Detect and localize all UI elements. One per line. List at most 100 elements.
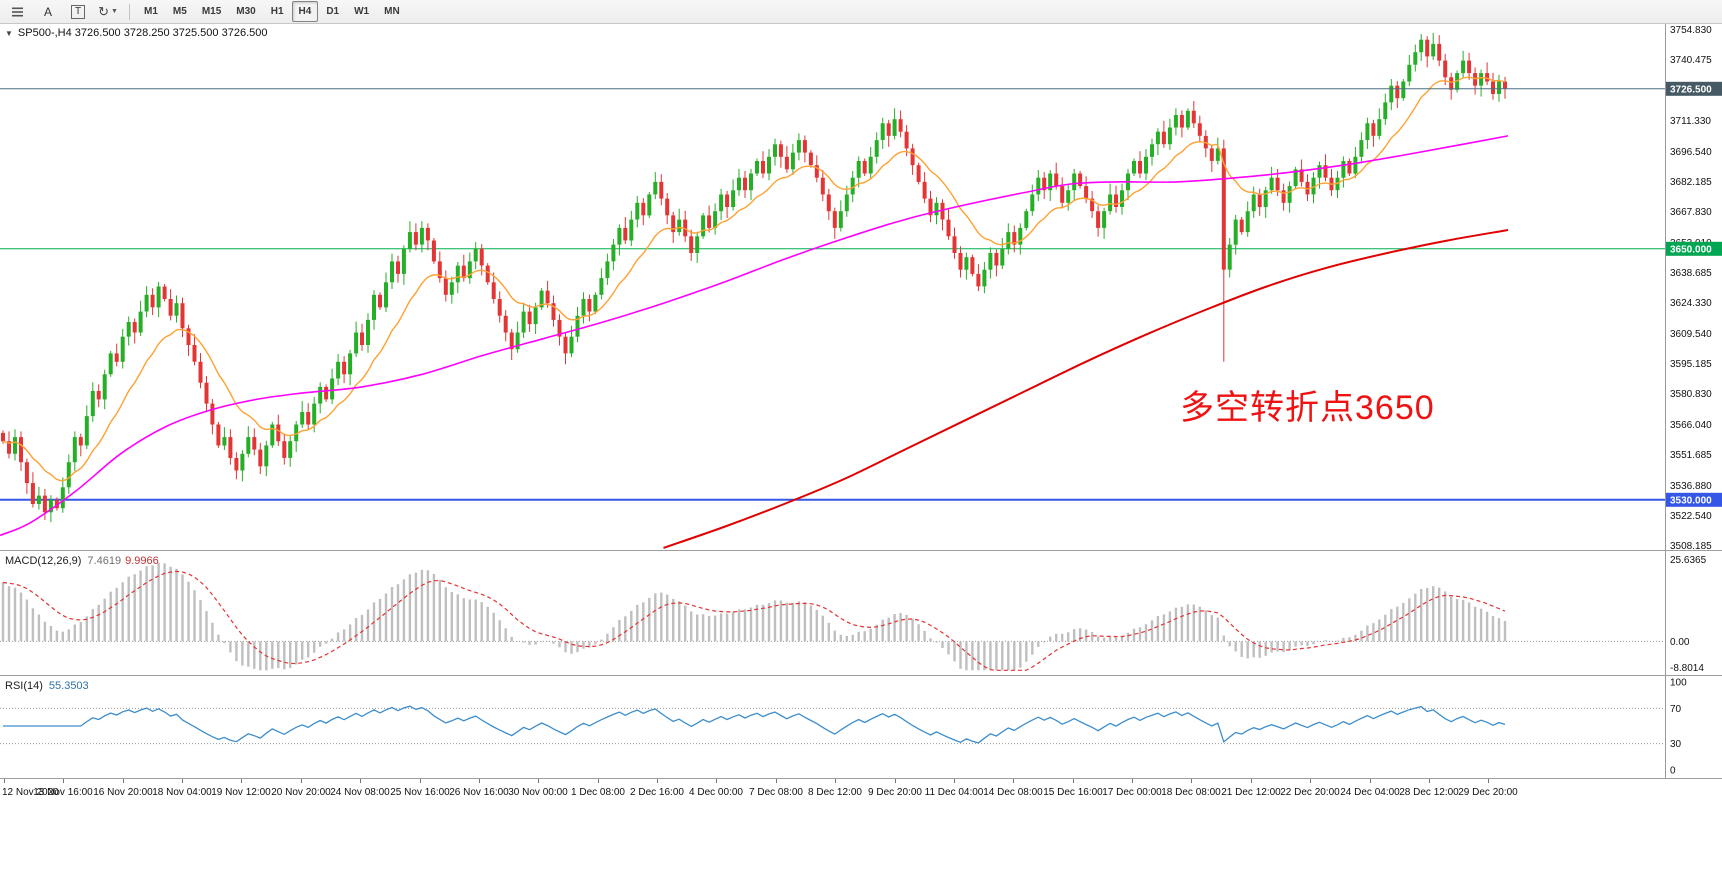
ma-orange-line	[2, 76, 1506, 482]
time-tick	[835, 779, 836, 783]
time-axis-label: 24 Nov 08:00	[330, 787, 390, 798]
timeframe-mn-button[interactable]: MN	[384, 6, 400, 17]
svg-text:3508.185: 3508.185	[1670, 541, 1712, 550]
svg-text:70: 70	[1670, 704, 1682, 715]
ma-magenta-line	[0, 135, 1509, 537]
macd-chart[interactable]: 25.6365 0.00 -8.8014	[0, 551, 1722, 675]
price-chart-panel[interactable]: 3754.830 3740.475 3711.330 3696.540 3682.185…	[0, 24, 1722, 550]
time-tick	[182, 779, 183, 783]
time-tick	[4, 779, 5, 783]
rsi-value: 55.3503	[48, 680, 89, 692]
svg-text:3754.830: 3754.830	[1670, 25, 1712, 36]
time-tick	[776, 779, 777, 783]
time-axis[interactable]: 12 Nov 2020 13 Nov 16:00 16 Nov 20:00 18 No…	[0, 778, 1722, 811]
time-axis-label: 4 Dec 00:00	[689, 787, 743, 798]
time-axis-label: 8 Dec 12:00	[808, 787, 862, 798]
time-tick	[360, 779, 361, 783]
time-axis-label: 17 Dec 00:00	[1102, 787, 1162, 798]
time-tick	[1310, 779, 1311, 783]
chart-list-icon[interactable]	[4, 1, 32, 22]
time-axis-label: 22 Dec 20:00	[1280, 787, 1340, 798]
time-axis-label: 20 Nov 20:00	[271, 787, 331, 798]
timeframe-d1-button[interactable]: D1	[326, 6, 340, 17]
time-axis-label: 16 Nov 20:00	[93, 787, 153, 798]
svg-text:25.6365: 25.6365	[1670, 555, 1707, 566]
ma-red-line	[663, 229, 1509, 549]
timeframe-h1-button[interactable]: H1	[270, 6, 284, 17]
textbox-tool-button[interactable]: T	[64, 1, 92, 22]
svg-text:3638.685: 3638.685	[1670, 268, 1712, 279]
toolbar: A T ↻ ▼ M1 M5 M15 M30 H1 H4 D1 W1 MN	[0, 0, 1722, 24]
rsi-panel[interactable]: 100 70 30 0 RSI(14) 55.3503	[0, 675, 1722, 778]
time-tick	[1251, 779, 1252, 783]
text-tool-button[interactable]: A	[34, 1, 62, 22]
list-icon	[12, 7, 23, 16]
time-tick	[301, 779, 302, 783]
rsi-chart[interactable]: 100 70 30 0	[0, 676, 1722, 778]
svg-text:3536.880: 3536.880	[1670, 481, 1712, 492]
time-axis-label: 11 Dec 04:00	[924, 787, 984, 798]
time-tick	[538, 779, 539, 783]
timeframe-m30-button[interactable]: M30	[236, 6, 256, 17]
time-tick	[241, 779, 242, 783]
svg-text:100: 100	[1670, 678, 1687, 689]
timeframe-m1-button[interactable]: M1	[144, 6, 158, 17]
horizontal-lines	[0, 248, 1665, 501]
macd-signal-line	[2, 570, 1506, 671]
svg-text:3624.330: 3624.330	[1670, 298, 1712, 309]
symbol-ohlc-line: ▼ SP500-,H4 3726.500 3728.250 3725.500 3…	[5, 27, 267, 39]
candles	[1, 33, 1507, 523]
timeframe-h4-button[interactable]: H4	[291, 1, 319, 22]
svg-text:3609.540: 3609.540	[1670, 329, 1712, 340]
timeframe-w1-button[interactable]: W1	[354, 6, 370, 17]
chevron-down-icon: ▼	[110, 8, 118, 15]
svg-text:3696.540: 3696.540	[1670, 147, 1712, 158]
time-tick	[598, 779, 599, 783]
macd-signal-value: 9.9966	[125, 555, 159, 567]
time-tick	[1073, 779, 1074, 783]
svg-text:3726.500: 3726.500	[1670, 84, 1712, 95]
time-tick	[1132, 779, 1133, 783]
macd-panel[interactable]: 25.6365 0.00 -8.8014 MACD(12,26,9) 7.4619 9.…	[0, 550, 1722, 675]
time-axis-label: 24 Dec 04:00	[1340, 787, 1400, 798]
time-tick	[1429, 779, 1430, 783]
svg-text:3682.185: 3682.185	[1670, 177, 1712, 188]
time-tick	[895, 779, 896, 783]
svg-text:3740.475: 3740.475	[1670, 55, 1712, 66]
svg-text:30: 30	[1670, 739, 1682, 750]
svg-text:0.00: 0.00	[1670, 637, 1690, 648]
textbox-tool-label: T	[70, 4, 86, 19]
svg-text:0: 0	[1670, 766, 1676, 777]
moving-averages	[0, 76, 1509, 549]
time-tick	[1488, 779, 1489, 783]
price-axis: 3754.830 3740.475 3711.330 3696.540 3682.185…	[1665, 24, 1722, 550]
time-axis-label: 21 Dec 12:00	[1221, 787, 1281, 798]
rsi-name: RSI(14)	[5, 680, 43, 692]
candlestick-chart[interactable]: 3754.830 3740.475 3711.330 3696.540 3682.185…	[0, 24, 1722, 550]
macd-label: MACD(12,26,9) 7.4619 9.9966	[5, 555, 159, 567]
svg-text:3711.330: 3711.330	[1670, 116, 1711, 127]
rsi-label: RSI(14) 55.3503	[5, 680, 89, 692]
time-tick	[954, 779, 955, 783]
cycle-tool-button[interactable]: ↻ ▼	[94, 1, 122, 22]
time-tick	[63, 779, 64, 783]
time-tick	[420, 779, 421, 783]
time-axis-label: 14 Dec 08:00	[983, 787, 1043, 798]
svg-text:-8.8014: -8.8014	[1670, 663, 1704, 674]
timeframe-m5-button[interactable]: M5	[172, 6, 187, 17]
time-tick	[123, 779, 124, 783]
time-axis-label: 30 Nov 00:00	[508, 787, 568, 798]
timeframe-m15-button[interactable]: M15	[201, 6, 222, 17]
svg-text:3522.540: 3522.540	[1670, 511, 1712, 522]
timeframe-buttons: M1 M5 M15 M30 H1 H4 D1 W1 MN	[137, 1, 407, 22]
time-axis-label: 25 Nov 16:00	[390, 787, 450, 798]
macd-main-value: 7.4619	[87, 555, 122, 567]
symbol-ohlc-text: SP500-,H4 3726.500 3728.250 3725.500 372…	[17, 27, 268, 39]
time-axis-label: 12 Nov 2020	[2, 787, 59, 798]
svg-text:3530.000: 3530.000	[1670, 495, 1712, 506]
toolbar-separator	[129, 3, 130, 20]
time-axis-label: 26 Nov 16:00	[449, 787, 509, 798]
svg-text:3580.830: 3580.830	[1670, 389, 1712, 400]
chart-annotation-text[interactable]: 多空转折点3650	[1180, 389, 1435, 427]
